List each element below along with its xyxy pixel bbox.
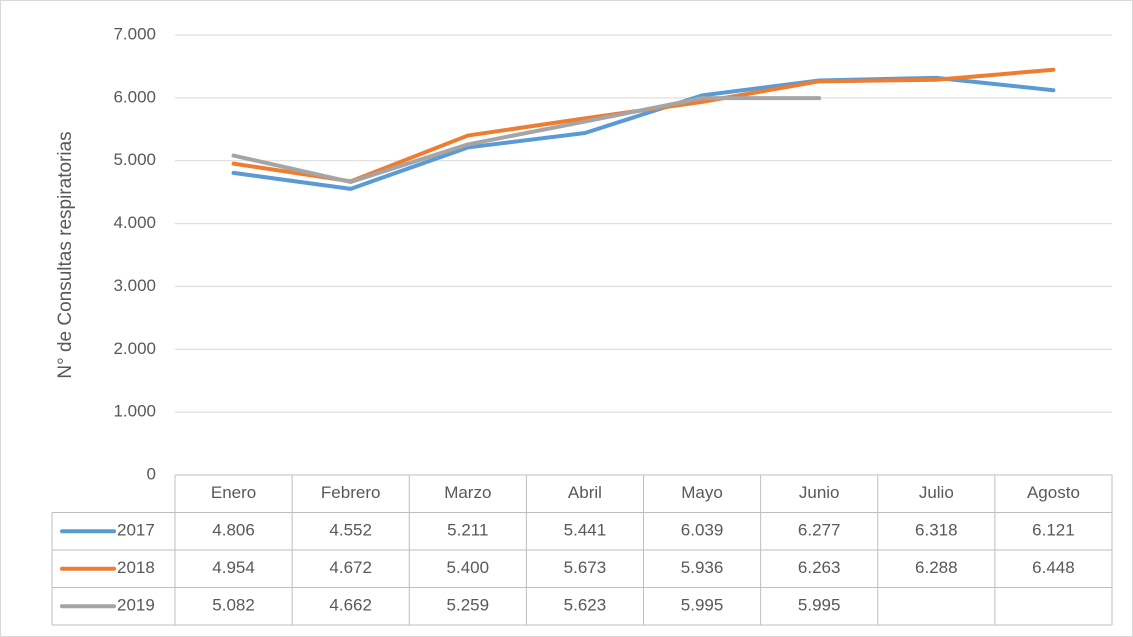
y-tick-label: 6.000 (113, 87, 156, 106)
y-tick-label: 5.000 (113, 150, 156, 169)
table-value: 5.936 (681, 558, 724, 577)
legend-label: 2017 (117, 521, 155, 540)
table-value: 4.662 (329, 596, 372, 615)
table-value: 6.288 (915, 558, 958, 577)
y-tick-label: 4.000 (113, 213, 156, 232)
y-tick-label: 1.000 (113, 402, 156, 421)
x-tick-label: Abril (568, 483, 602, 502)
table-value: 6.121 (1032, 521, 1075, 540)
y-axis-label: N° de Consultas respiratorias (55, 131, 76, 378)
x-tick-label: Marzo (444, 483, 491, 502)
table-value: 5.400 (447, 558, 490, 577)
table-value: 5.623 (564, 596, 607, 615)
table-value: 6.039 (681, 521, 724, 540)
table-value: 5.082 (212, 596, 255, 615)
y-tick-label: 3.000 (113, 276, 156, 295)
y-tick-label: 0 (147, 464, 156, 483)
table-value: 4.552 (329, 521, 372, 540)
x-tick-label: Agosto (1027, 483, 1080, 502)
table-value: 5.441 (564, 521, 607, 540)
table-value: 6.277 (798, 521, 841, 540)
legend-label: 2019 (117, 596, 155, 615)
table-value: 5.995 (798, 596, 841, 615)
x-tick-label: Enero (211, 483, 256, 502)
table-value: 4.954 (212, 558, 255, 577)
x-tick-label: Julio (919, 483, 954, 502)
series-line (231, 96, 822, 184)
table-value: 4.806 (212, 521, 255, 540)
x-tick-label: Junio (799, 483, 840, 502)
x-tick-label: Febrero (321, 483, 381, 502)
table-value: 6.263 (798, 558, 841, 577)
table-value: 5.259 (447, 596, 490, 615)
table-value: 5.995 (681, 596, 724, 615)
legend-label: 2018 (117, 558, 155, 577)
table-value: 5.673 (564, 558, 607, 577)
x-tick-label: Mayo (681, 483, 723, 502)
table-value: 4.672 (329, 558, 372, 577)
table-value: 6.448 (1032, 558, 1075, 577)
y-tick-label: 7.000 (113, 24, 156, 43)
y-tick-label: 2.000 (113, 339, 156, 358)
table-value: 5.211 (447, 521, 488, 540)
table-value: 6.318 (915, 521, 958, 540)
